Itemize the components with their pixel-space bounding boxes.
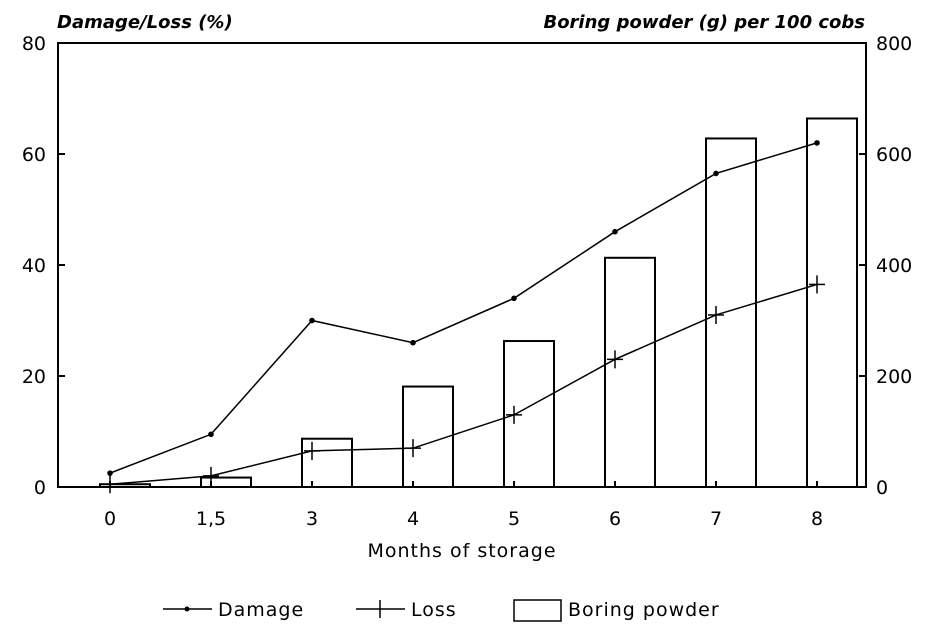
x-tick-label: 6	[609, 508, 621, 530]
right-tick-label: 400	[876, 255, 912, 277]
point-loss	[809, 275, 825, 294]
point-loss	[506, 405, 522, 424]
left-tick-label: 60	[22, 144, 46, 166]
point-loss	[102, 475, 118, 494]
x-tick-label: 0	[104, 508, 116, 530]
line-damage	[109, 142, 818, 474]
bar-boring-powder	[200, 476, 252, 489]
right-tick-label: 0	[876, 477, 888, 499]
bar-boring-powder	[99, 483, 151, 489]
bar-boring-powder	[503, 340, 555, 488]
left-tick-label: 40	[22, 255, 46, 277]
point-damage	[612, 228, 618, 235]
legend-damage: Damage	[163, 599, 304, 621]
legend-boring-label: Boring powder	[568, 599, 720, 621]
x-axis-title: Months of storage	[367, 540, 556, 562]
legend-damage-marker	[184, 606, 190, 612]
legend-damage-label: Damage	[218, 599, 304, 621]
legend: Damage Loss Boring powder	[163, 599, 720, 622]
right-tick-label: 200	[876, 366, 912, 388]
right-axis-title: Boring powder (g) per 100 cobs	[543, 12, 865, 33]
left-axis-ticks: 0 20 40 60 80	[22, 33, 65, 499]
legend-boring: Boring powder	[513, 599, 720, 622]
bar-boring-powder	[301, 437, 353, 488]
point-loss	[708, 305, 724, 324]
point-damage	[208, 431, 214, 438]
point-loss	[607, 350, 623, 369]
legend-boring-swatch	[513, 599, 562, 622]
point-damage	[511, 295, 517, 302]
legend-loss: Loss	[356, 599, 457, 621]
left-tick-label: 0	[34, 477, 46, 499]
x-tick-label: 4	[407, 508, 419, 530]
right-tick-label: 800	[876, 33, 912, 55]
point-loss	[304, 441, 320, 460]
point-damage	[814, 140, 820, 146]
bar-boring-powder	[402, 385, 454, 489]
point-damage	[309, 317, 315, 324]
point-damage	[410, 339, 416, 346]
x-tick-label: 8	[811, 508, 823, 530]
x-tick-label: 5	[508, 508, 520, 530]
left-tick-label: 20	[22, 366, 46, 388]
right-tick-label: 600	[876, 144, 912, 166]
left-axis-title: Damage/Loss (%)	[57, 12, 233, 33]
lines-group	[102, 140, 825, 494]
point-loss	[405, 439, 421, 458]
bar-boring-powder	[806, 117, 858, 488]
point-damage	[713, 170, 719, 177]
bar-boring-powder	[705, 137, 757, 489]
point-loss	[203, 466, 219, 485]
x-axis-ticks: 0 1,5 3 4 5 6 7 8	[104, 481, 823, 530]
x-tick-label: 3	[306, 508, 318, 530]
right-axis-ticks: 0 200 400 600 800	[859, 33, 912, 499]
bar-boring-powder	[604, 256, 656, 488]
legend-loss-label: Loss	[411, 599, 457, 621]
point-damage	[107, 470, 113, 476]
x-tick-label: 7	[710, 508, 722, 530]
x-tick-label: 1,5	[196, 508, 226, 530]
left-tick-label: 80	[22, 33, 46, 55]
line-loss	[109, 283, 818, 485]
bars-group	[99, 117, 858, 489]
